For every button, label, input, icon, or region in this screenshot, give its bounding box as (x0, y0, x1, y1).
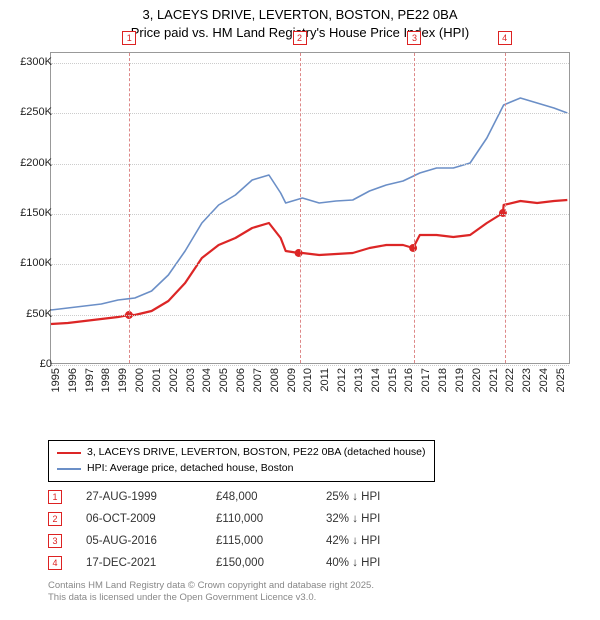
gridline-h (51, 365, 569, 366)
x-tick-label: 1996 (67, 368, 79, 392)
transaction-date: 05-AUG-2016 (86, 535, 216, 547)
transaction-row: 3 05-AUG-2016£115,00042% ↓ HPI (48, 530, 446, 552)
x-tick-label: 2003 (185, 368, 197, 392)
transaction-date: 27-AUG-1999 (86, 491, 216, 503)
chart-container: 1234 £0 £50K £100K £150K £200K £250K £300K 1995… (10, 48, 570, 398)
transaction-price: £48,000 (216, 491, 326, 503)
transactions-table: 1 27-AUG-1999£48,00025% ↓ HPI 2 06-OCT-2009… (48, 486, 446, 574)
footer-line-2: This data is licensed under the Open Gov… (48, 592, 374, 604)
marker-line (505, 53, 506, 363)
transaction-number: 4 (48, 556, 62, 570)
x-tick-label: 1998 (100, 368, 112, 392)
transaction-hpi: 42% ↓ HPI (326, 535, 446, 547)
marker-box: 2 (293, 31, 307, 45)
footer-line-1: Contains HM Land Registry data © Crown c… (48, 580, 374, 592)
legend-swatch (57, 468, 81, 470)
transaction-price: £115,000 (216, 535, 326, 547)
legend-item: 3, LACEYS DRIVE, LEVERTON, BOSTON, PE22 … (57, 445, 426, 461)
transaction-number: 2 (48, 512, 62, 526)
marker-line (414, 53, 415, 363)
x-tick-label: 2021 (488, 368, 500, 392)
x-tick-label: 2016 (403, 368, 415, 392)
y-tick-label: £300K (8, 56, 52, 68)
x-tick-label: 2007 (252, 368, 264, 392)
x-tick-label: 1999 (117, 368, 129, 392)
marker-box: 4 (498, 31, 512, 45)
title-line-1: 3, LACEYS DRIVE, LEVERTON, BOSTON, PE22 … (0, 6, 600, 24)
legend-swatch (57, 452, 81, 454)
x-tick-label: 2001 (151, 368, 163, 392)
transaction-row: 4 17-DEC-2021£150,00040% ↓ HPI (48, 552, 446, 574)
x-tick-label: 2022 (504, 368, 516, 392)
y-tick-label: £50K (8, 308, 52, 320)
x-tick-label: 2013 (353, 368, 365, 392)
x-tick-label: 2004 (201, 368, 213, 392)
x-tick-label: 2017 (420, 368, 432, 392)
x-tick-label: 2006 (235, 368, 247, 392)
x-tick-label: 2002 (168, 368, 180, 392)
transaction-dot (409, 244, 417, 252)
transaction-row: 1 27-AUG-1999£48,00025% ↓ HPI (48, 486, 446, 508)
transaction-hpi: 32% ↓ HPI (326, 513, 446, 525)
x-tick-label: 2011 (319, 368, 331, 392)
x-tick-label: 2024 (538, 368, 550, 392)
x-tick-label: 2014 (370, 368, 382, 392)
x-tick-label: 2012 (336, 368, 348, 392)
y-tick-label: £250K (8, 106, 52, 118)
legend-label: 3, LACEYS DRIVE, LEVERTON, BOSTON, PE22 … (87, 445, 426, 461)
x-tick-label: 1995 (50, 368, 62, 392)
x-tick-label: 2009 (286, 368, 298, 392)
footer-attribution: Contains HM Land Registry data © Crown c… (48, 580, 374, 605)
x-tick-label: 2020 (471, 368, 483, 392)
transaction-hpi: 40% ↓ HPI (326, 557, 446, 569)
x-tick-label: 2015 (387, 368, 399, 392)
marker-box: 1 (122, 31, 136, 45)
transaction-number: 3 (48, 534, 62, 548)
transaction-price: £110,000 (216, 513, 326, 525)
y-tick-label: £150K (8, 207, 52, 219)
x-tick-label: 1997 (84, 368, 96, 392)
transaction-hpi: 25% ↓ HPI (326, 491, 446, 503)
x-tick-label: 2025 (555, 368, 567, 392)
transaction-date: 17-DEC-2021 (86, 557, 216, 569)
legend-item: HPI: Average price, detached house, Bost… (57, 461, 426, 477)
transaction-date: 06-OCT-2009 (86, 513, 216, 525)
plot-area: 1234 (50, 52, 570, 364)
x-tick-label: 2000 (134, 368, 146, 392)
x-tick-label: 2023 (521, 368, 533, 392)
marker-line (300, 53, 301, 363)
x-tick-label: 2018 (437, 368, 449, 392)
x-tick-label: 2019 (454, 368, 466, 392)
marker-line (129, 53, 130, 363)
x-tick-label: 2008 (269, 368, 281, 392)
transaction-dot (499, 209, 507, 217)
y-tick-label: £100K (8, 257, 52, 269)
x-tick-label: 2010 (302, 368, 314, 392)
marker-box: 3 (407, 31, 421, 45)
legend-label: HPI: Average price, detached house, Bost… (87, 461, 293, 477)
legend: 3, LACEYS DRIVE, LEVERTON, BOSTON, PE22 … (48, 440, 435, 482)
x-tick-label: 2005 (218, 368, 230, 392)
y-tick-label: £200K (8, 157, 52, 169)
transaction-number: 1 (48, 490, 62, 504)
transaction-row: 2 06-OCT-2009£110,00032% ↓ HPI (48, 508, 446, 530)
transaction-price: £150,000 (216, 557, 326, 569)
y-tick-label: £0 (8, 358, 52, 370)
